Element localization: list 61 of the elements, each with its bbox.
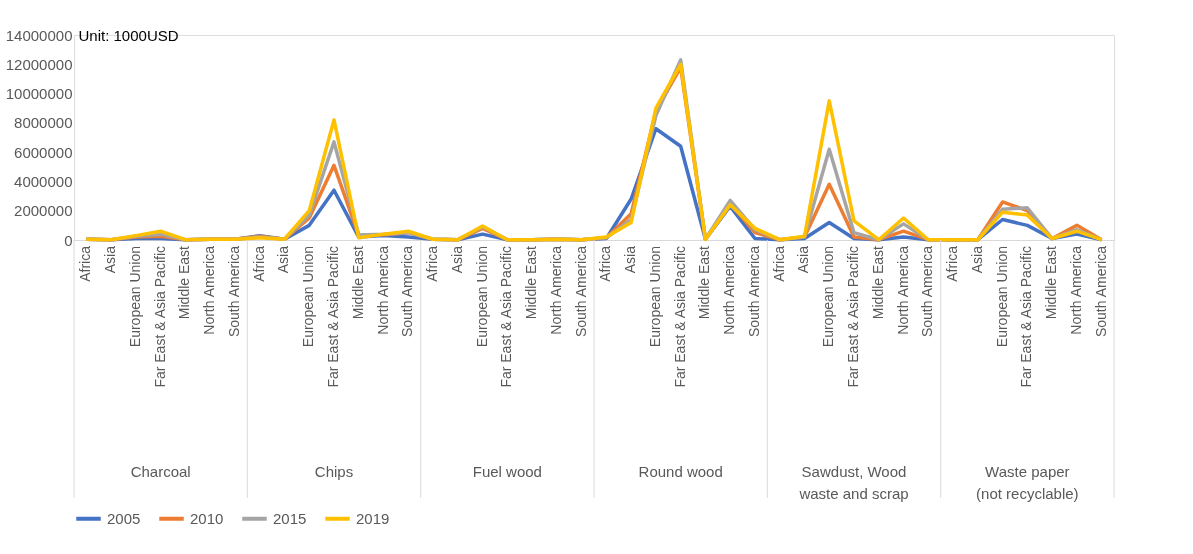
x-tick-label: Asia [275,245,292,274]
x-tick-label: Far East & Asia Pacific [845,246,861,388]
y-tick-label: 12000000 [5,55,73,73]
x-tick-label: Africa [77,245,94,282]
x-tick-label: Africa [597,245,614,282]
x-tick-label: Middle East [176,245,193,320]
x-tick-label: Far East & Asia Pacific [671,246,688,388]
x-tick-label: European Union [300,246,317,348]
text: Charcoal [130,463,191,480]
y-tick-label: 4000000 [14,172,73,190]
x-tick-label: South America [572,245,589,338]
x-tick-label: Middle East [696,245,713,320]
x-tick-label: European Union [473,246,490,348]
x-tick-label: Far East & Asia Pacific [1018,246,1035,388]
x-tick-label: Asia [795,245,812,274]
y-tick-label: 10000000 [5,85,73,103]
legend-label: 2005 [107,509,141,527]
legend-label: 2019 [356,509,390,527]
x-tick-label: North America [721,245,738,335]
y-tick-label: 0 [64,231,73,249]
x-tick-label: Middle East [869,245,886,320]
x-tick-label: Middle East [523,245,540,320]
x-tick-label: Far East & Asia Pacific [498,246,515,388]
x-tick-label: Asia [968,245,985,274]
legend-label: 2015 [273,509,307,527]
y-tick-label: 14000000 [5,26,73,44]
x-tick-label: Asia [448,245,465,274]
y-tick-label: 6000000 [14,143,73,161]
x-tick-label: Middle East [1043,245,1060,320]
x-tick-label: European Union [126,246,143,348]
x-tick-label: South America [225,245,242,338]
legend-label: 2010 [190,509,224,527]
y-axis-title: Unit: 1000USD [78,26,179,44]
x-tick-label: Asia [622,245,639,274]
text: Sawdust, Wood waste and scrap [798,463,909,502]
x-tick-label: Africa [944,245,961,282]
x-tick-label: Africa [250,245,267,282]
x-tick-label: Asia [102,245,119,274]
x-tick-label: European Union [646,246,663,348]
x-tick-label: North America [374,245,391,335]
x-tick-label: North America [1067,245,1084,335]
x-tick-label: Africa [770,245,787,282]
y-tick-label: 2000000 [14,202,73,220]
x-tick-label: Middle East [349,245,366,320]
text: Chips [314,463,354,480]
x-tick-label: South America [1092,245,1109,338]
text: Round wood [638,463,723,480]
x-tick-label: South America [745,245,762,338]
y-tick-label: 8000000 [14,114,73,132]
x-tick-label: North America [547,245,564,335]
text: Waste paper (not recyclable) [976,463,1079,502]
text: Fuel wood [472,463,542,480]
x-tick-label: Africa [424,245,441,282]
x-tick-label: Far East & Asia Pacific [325,246,341,388]
x-tick-label: North America [201,245,218,335]
x-tick-label: European Union [993,246,1010,348]
x-tick-label: South America [399,245,416,338]
x-tick-label: North America [894,245,911,335]
x-tick-label: European Union [820,246,837,348]
x-tick-label: South America [919,245,936,338]
x-tick-label: Far East & Asia Pacific [151,246,168,388]
